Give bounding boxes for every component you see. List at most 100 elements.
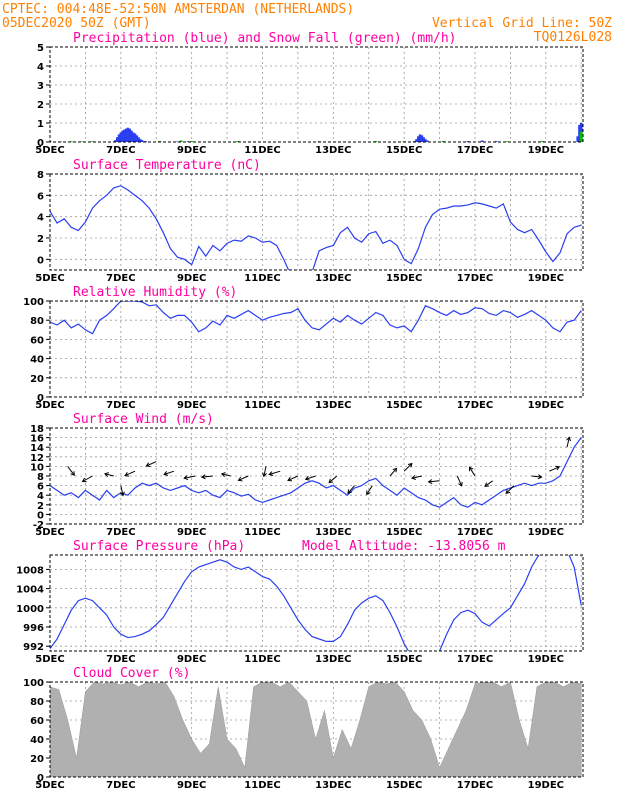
precip-bar: [137, 137, 140, 142]
wind-arrow: [124, 470, 136, 477]
panel-annotation: Model Altitude: -13.8056 m: [302, 539, 506, 554]
x-tick-label: 5DEC: [35, 273, 64, 284]
wind-arrow-head: [566, 436, 572, 442]
wind-arrow: [566, 437, 570, 448]
y-tick-label: 2: [37, 501, 44, 512]
x-tick-label: 13DEC: [315, 527, 351, 538]
wind-arrow: [549, 466, 560, 472]
snow-bar: [69, 141, 73, 142]
plot-area: [50, 185, 582, 270]
x-tick-label: 17DEC: [457, 527, 493, 538]
wind-arrow: [428, 480, 440, 483]
panel-frame: [49, 427, 584, 525]
panel-frame: [49, 300, 584, 398]
precip-bar: [121, 130, 124, 142]
y-tick-label: 1: [37, 119, 44, 130]
precip-bar: [578, 124, 581, 142]
wind-arrow: [120, 485, 124, 496]
wind-arrow: [201, 475, 213, 478]
x-tick-label: 5DEC: [35, 400, 64, 411]
precip-bar: [135, 135, 139, 142]
y-tick-label: 4: [37, 62, 44, 73]
x-tick-label: 13DEC: [315, 145, 351, 156]
panel-5: 0 20 40 60 80 100 5DEC 7DEC 9DEC 11DEC 13DEC 15DEC 1…: [23, 666, 584, 791]
x-tick-label: 17DEC: [457, 654, 493, 665]
x-tick-label: 9DEC: [177, 654, 206, 665]
x-tick-label: 7DEC: [106, 400, 135, 411]
wind-arrow: [469, 466, 476, 477]
x-tick-label: 19DEC: [528, 400, 564, 411]
x-tick-label: 19DEC: [528, 145, 564, 156]
plot-area: [50, 301, 582, 335]
y-tick-label: 0: [37, 510, 44, 521]
wind-arrow-head: [262, 472, 267, 478]
panel-2: 0 20 40 60 80 100 5DEC 7DEC 9DEC 11DEC 13DEC 15DEC 1…: [23, 285, 584, 411]
wind-arrow-head: [347, 489, 352, 495]
wind-arrow: [269, 470, 281, 475]
wind-arrow-head: [411, 475, 416, 480]
precip-bar: [131, 132, 135, 142]
wind-arrow-head: [304, 475, 310, 481]
precip-bar: [576, 136, 579, 142]
y-tick-label: 2: [37, 234, 44, 245]
x-tick-label: 11DEC: [244, 273, 280, 284]
wind-arrow: [263, 466, 267, 477]
x-tick-label: 17DEC: [457, 273, 493, 284]
snow-bar: [90, 141, 94, 142]
x-tick-label: 7DEC: [106, 145, 135, 156]
wind-arrow-head: [287, 476, 293, 482]
y-tick-label: 100: [23, 678, 44, 689]
plot-area: [50, 436, 582, 508]
wind-arrow-head: [220, 472, 226, 477]
y-tick-label: 60: [30, 716, 44, 727]
plot-area: [50, 555, 582, 651]
x-tick-label: 11DEC: [244, 145, 280, 156]
panel-title: Relative Humidity (%): [73, 285, 237, 300]
wind-arrow: [505, 485, 515, 494]
wind-arrow: [82, 475, 93, 482]
y-tick-label: 2: [37, 100, 44, 111]
y-tick-label: 8: [37, 472, 44, 483]
precip-bar: [494, 141, 498, 142]
snow-bar: [505, 141, 509, 142]
y-tick-label: 0: [37, 138, 44, 149]
wind-arrow: [328, 475, 338, 483]
y-tick-label: 60: [30, 335, 44, 346]
y-tick-label: 0: [37, 773, 44, 784]
precip-bar: [424, 139, 427, 142]
y-tick-label: 8: [37, 170, 44, 181]
wind-arrow-head: [145, 462, 151, 467]
panel-1: 0 2 4 6 8 5DEC 7DEC 9DEC 11DEC 13DEC 15DEC 17DEC 19D…: [35, 158, 584, 284]
y-tick-label: 0: [37, 255, 44, 266]
x-tick-label: 7DEC: [106, 780, 135, 791]
wind-arrow-head: [124, 472, 130, 477]
precip-bar: [418, 134, 422, 142]
wind-arrow-head: [119, 491, 125, 497]
precip-bar: [417, 136, 420, 142]
x-tick-label: 5DEC: [35, 780, 64, 791]
panel-0: 0 1 2 3 4 5 5DEC 7DEC 9DEC 11DEC 13DEC 15DEC 17DEC 19…: [35, 31, 584, 156]
header-grid-note: Vertical Grid Line: 50Z: [432, 16, 612, 31]
header-date: 05DEC2020 50Z (GMT): [2, 16, 151, 31]
wind-arrow: [104, 473, 114, 477]
x-tick-label: 15DEC: [386, 654, 422, 665]
panel-frame: [49, 554, 584, 652]
x-tick-label: 9DEC: [177, 780, 206, 791]
series-line: [50, 185, 582, 270]
wind-arrow: [411, 475, 422, 479]
x-tick-label: 17DEC: [457, 145, 493, 156]
precip-bar: [119, 132, 123, 142]
wind-arrow-head: [200, 474, 206, 480]
y-tick-label: 5: [37, 43, 44, 54]
panel-frame: [49, 46, 584, 143]
y-tick-label: 1004: [16, 585, 44, 596]
precip-bar: [133, 133, 137, 142]
x-tick-label: 19DEC: [528, 780, 564, 791]
snow-bar: [236, 141, 240, 142]
wind-arrow-head: [183, 475, 189, 481]
wind-arrow: [146, 461, 157, 467]
precip-bar: [140, 140, 144, 142]
wind-arrow: [366, 485, 373, 495]
